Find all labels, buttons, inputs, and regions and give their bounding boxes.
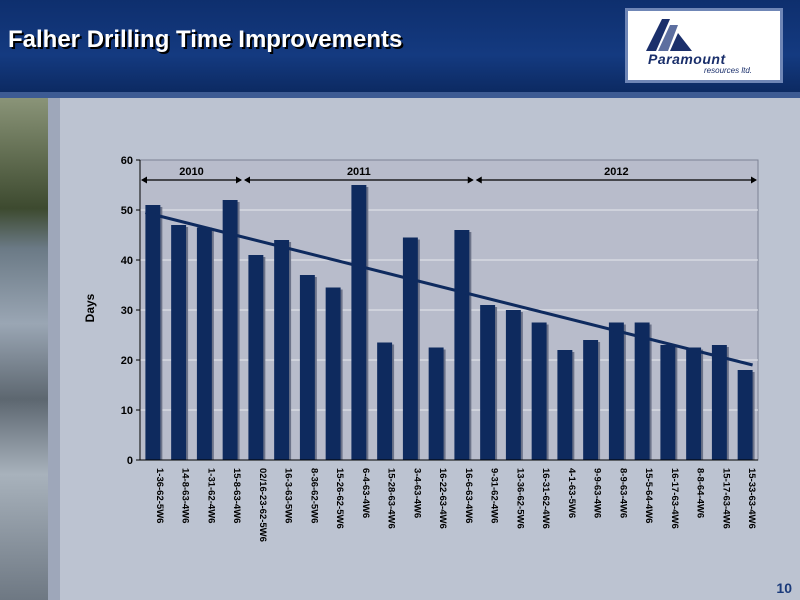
bar bbox=[660, 345, 676, 460]
bar bbox=[634, 322, 650, 460]
x-tick-label: 1-36-62-5W6 bbox=[154, 468, 165, 523]
period-label: 2012 bbox=[604, 166, 628, 178]
x-tick-label: 14-8-63-4W6 bbox=[180, 468, 191, 523]
bar bbox=[222, 200, 238, 460]
slide-header: Falher Drilling Time Improvements Paramo… bbox=[0, 0, 800, 92]
x-tick-label: 15-5-64-4W6 bbox=[643, 468, 654, 523]
bar bbox=[505, 310, 521, 460]
x-tick-label: 13-36-62-5W6 bbox=[514, 468, 525, 529]
y-tick-label: 50 bbox=[121, 205, 133, 217]
x-tick-label: 1-31-62-4W6 bbox=[205, 468, 216, 523]
x-tick-label: 15-8-63-4W6 bbox=[231, 468, 242, 523]
x-tick-label: 16-17-63-4W6 bbox=[669, 468, 680, 529]
x-tick-label: 02/16-23-62-5W6 bbox=[257, 468, 268, 542]
bar bbox=[402, 237, 418, 460]
bar bbox=[274, 240, 290, 460]
period-arrow-left bbox=[141, 176, 147, 184]
bar bbox=[299, 275, 315, 460]
logo-tagline: resources ltd. bbox=[704, 66, 753, 75]
bar bbox=[583, 340, 599, 460]
slide-title: Falher Drilling Time Improvements bbox=[8, 26, 403, 53]
y-tick-label: 20 bbox=[121, 355, 133, 367]
bar bbox=[557, 350, 573, 460]
x-tick-label: 8-36-62-5W6 bbox=[308, 468, 319, 523]
period-arrow-left bbox=[244, 176, 250, 184]
x-tick-label: 16-31-62-4W6 bbox=[540, 468, 551, 529]
period-arrow-right bbox=[467, 176, 474, 184]
x-tick-label: 6-4-63-4W6 bbox=[360, 468, 371, 518]
bar bbox=[325, 287, 341, 460]
period-label: 2010 bbox=[179, 166, 203, 178]
x-tick-label: 8-8-64-4W6 bbox=[695, 468, 706, 518]
x-tick-label: 15-33-63-4W6 bbox=[746, 468, 757, 529]
x-tick-label: 9-9-63-4W6 bbox=[592, 468, 603, 518]
y-tick-label: 10 bbox=[121, 405, 133, 417]
side-band bbox=[48, 98, 60, 600]
x-tick-label: 15-28-63-4W6 bbox=[386, 468, 397, 529]
drilling-days-chart: 2010 2011 2012 0 10 20 30 40 50 60 1-36-62-5W6 14-… bbox=[83, 155, 759, 542]
bar bbox=[711, 345, 727, 460]
bar bbox=[145, 205, 161, 460]
header-stripe bbox=[0, 92, 800, 98]
x-tick-label: 3-4-63-4W6 bbox=[411, 468, 422, 518]
x-tick-label: 16-6-63-4W6 bbox=[463, 468, 474, 523]
trend-line bbox=[145, 211, 753, 367]
y-tick-label: 60 bbox=[121, 155, 133, 167]
bar bbox=[377, 342, 393, 460]
bar bbox=[351, 185, 367, 460]
x-tick-label: 4-1-63-5W6 bbox=[566, 468, 577, 518]
x-tick-label: 15-26-62-5W6 bbox=[334, 468, 345, 529]
logo-mark-icon bbox=[646, 19, 692, 51]
bar bbox=[737, 370, 753, 460]
chart-area: 2010 2011 2012 0 10 20 30 40 50 60 1-36-62-5W6 14-… bbox=[60, 98, 800, 600]
x-tick-label: 9-31-62-4W6 bbox=[489, 468, 500, 523]
x-tick-label: 8-9-63-4W6 bbox=[617, 468, 628, 518]
y-tick-label: 30 bbox=[121, 305, 133, 317]
y-tick-label: 0 bbox=[127, 455, 133, 467]
bar bbox=[196, 227, 212, 460]
x-tick-label: 15-17-63-4W6 bbox=[720, 468, 731, 529]
y-tick-label: 40 bbox=[121, 255, 133, 267]
bar bbox=[171, 225, 187, 460]
period-arrow-right bbox=[236, 176, 242, 184]
logo-wordmark: Paramount bbox=[648, 51, 726, 67]
x-tick-label: 16-22-63-4W6 bbox=[437, 468, 448, 529]
bar bbox=[608, 322, 624, 460]
bar bbox=[454, 230, 470, 460]
bar bbox=[480, 305, 496, 460]
period-label: 2011 bbox=[347, 166, 371, 178]
company-logo: Paramount resources ltd. bbox=[625, 8, 783, 83]
side-photo-strip bbox=[0, 98, 48, 600]
x-tick-label: 16-3-63-5W6 bbox=[283, 468, 294, 523]
y-axis-label: Days bbox=[83, 293, 97, 322]
bar bbox=[686, 347, 702, 460]
period-arrow-right bbox=[751, 176, 757, 184]
page-number: 10 bbox=[776, 580, 792, 596]
bar bbox=[248, 255, 264, 460]
bar bbox=[531, 322, 547, 460]
bar bbox=[428, 347, 444, 460]
period-arrow-left bbox=[475, 176, 482, 184]
